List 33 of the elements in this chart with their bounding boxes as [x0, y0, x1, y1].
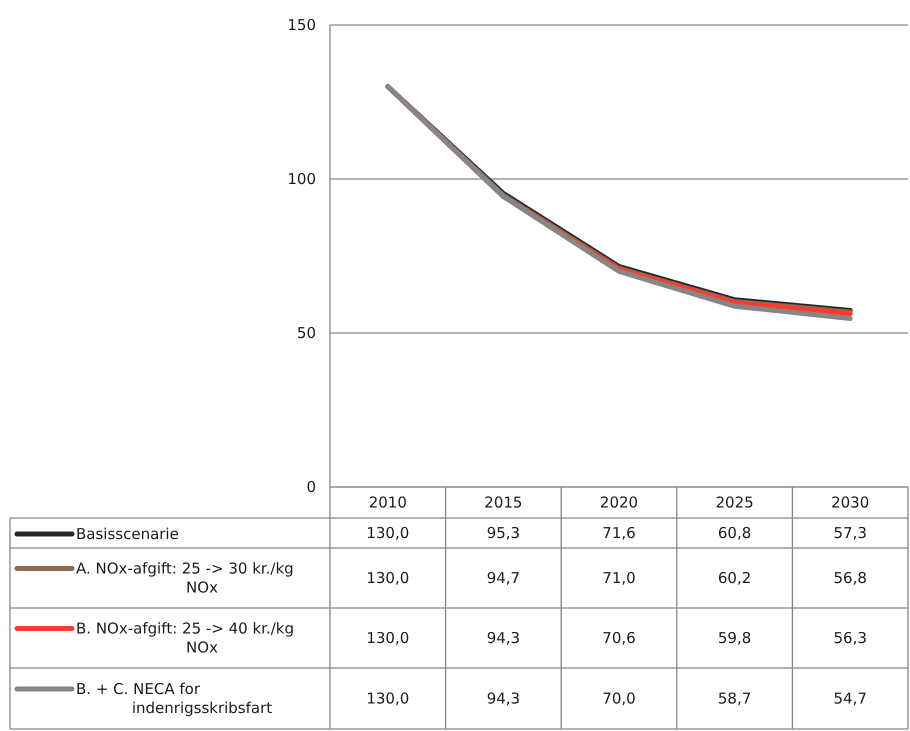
legend-label: B. NOx-afgift: 25 -> 40 kr./kg NOx — [76, 620, 294, 656]
data-label: 71,6 — [602, 524, 636, 542]
legend-label: A. NOx-afgift: 25 -> 30 kr./kg NOx — [76, 560, 294, 596]
x-tick-label: 2010 — [368, 494, 407, 512]
y-tick-label: 100 — [287, 170, 316, 188]
x-tick-label: 2020 — [600, 494, 638, 512]
data-label: 94,7 — [486, 569, 520, 587]
legend-label: B. + C. NECA for indenrigsskribsfart — [76, 680, 272, 717]
y-tick-label: 0 — [306, 478, 316, 496]
x-tick-label: 2015 — [484, 494, 522, 512]
data-label: 130,0 — [366, 569, 410, 587]
data-label: 130,0 — [366, 524, 410, 542]
data-label: 59,8 — [718, 629, 752, 647]
y-tick-label: 50 — [296, 324, 316, 342]
data-label: 94,3 — [486, 690, 520, 708]
data-label: 95,3 — [486, 524, 520, 542]
x-tick-label: 2030 — [831, 494, 870, 512]
data-label: 57,3 — [833, 524, 867, 542]
data-label: 58,7 — [718, 690, 752, 708]
data-label: 56,8 — [833, 569, 867, 587]
legend-label: Basisscenarie — [76, 525, 179, 543]
data-label: 60,8 — [718, 524, 752, 542]
data-label: 130,0 — [366, 690, 410, 708]
data-label: 54,7 — [833, 690, 867, 708]
data-label: 71,0 — [602, 569, 636, 587]
data-label: 70,6 — [602, 629, 636, 647]
data-label: 56,3 — [833, 629, 867, 647]
y-tick-label: 150 — [287, 16, 316, 34]
data-label: 130,0 — [366, 629, 410, 647]
x-tick-label: 2025 — [716, 494, 754, 512]
data-label: 60,2 — [718, 569, 752, 587]
data-label: 94,3 — [486, 629, 520, 647]
data-label: 70,0 — [602, 690, 636, 708]
